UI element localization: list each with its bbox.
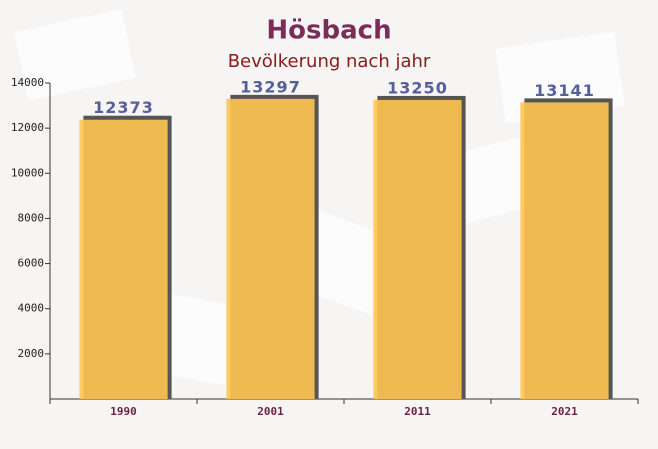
chart-title: Hösbach	[266, 16, 391, 46]
bar	[373, 99, 462, 399]
y-tick-label: 8000	[18, 211, 45, 224]
y-tick-label: 4000	[18, 302, 45, 315]
y-tick-label: 14000	[11, 76, 44, 89]
x-tick-label: 2001	[257, 405, 284, 418]
value-label: 13250	[387, 78, 448, 97]
x-tick-label: 1990	[110, 405, 137, 418]
value-label: 13141	[534, 81, 595, 100]
y-tick-label: 10000	[11, 166, 44, 179]
bar	[520, 102, 609, 399]
x-tick-label: 2021	[551, 405, 578, 418]
x-tick-label: 2011	[404, 405, 431, 418]
chart-subtitle: Bevölkerung nach jahr	[228, 51, 431, 72]
y-tick-label: 6000	[18, 257, 45, 270]
bar	[226, 98, 315, 400]
value-label: 13297	[240, 77, 301, 96]
value-label: 12373	[93, 98, 154, 117]
y-tick-label: 12000	[11, 121, 44, 134]
y-tick-label: 2000	[18, 347, 45, 360]
bar	[79, 119, 168, 399]
